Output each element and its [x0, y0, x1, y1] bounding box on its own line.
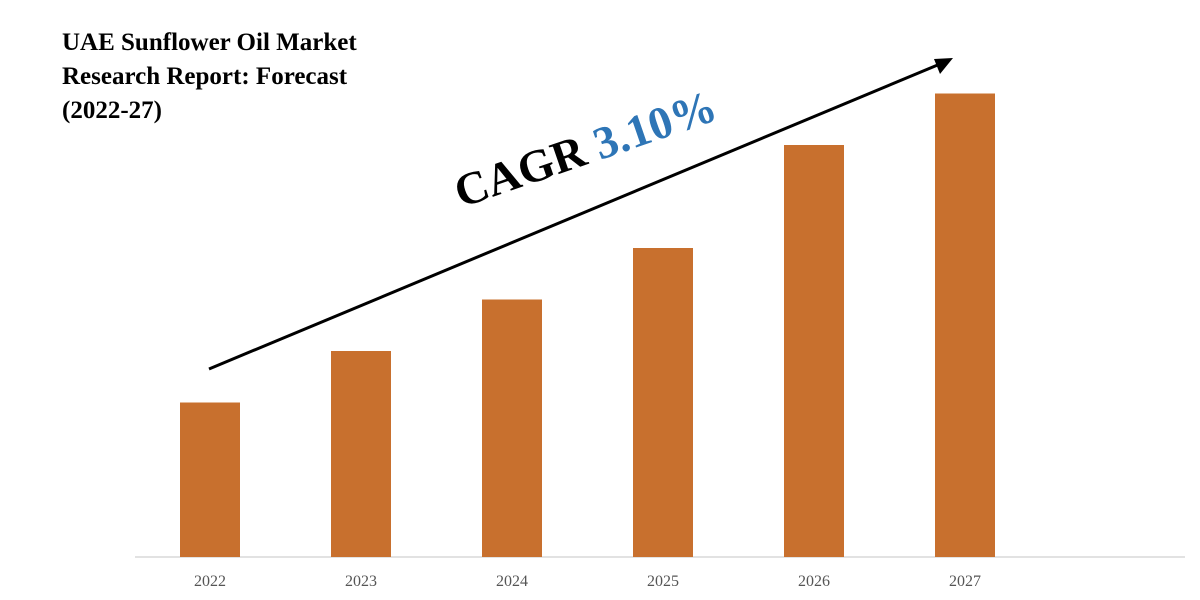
title-line-1: UAE Sunflower Oil Market [62, 29, 357, 56]
x-tick-label-2027: 2027 [949, 573, 981, 590]
x-tick-label-2023: 2023 [345, 573, 377, 590]
title-line-3: (2022-27) [62, 97, 162, 124]
x-tick-label-2026: 2026 [798, 573, 830, 590]
chart-title: UAE Sunflower Oil Market Research Report… [62, 26, 422, 128]
x-tick-label-2022: 2022 [194, 573, 226, 590]
bar-2027 [935, 93, 995, 557]
x-tick-labels: 2022 2023 2024 2025 2026 2027 [194, 573, 981, 590]
bar-group [180, 93, 995, 557]
bar-2022 [180, 402, 240, 557]
trend-arrow [208, 58, 953, 371]
title-line-2: Research Report: Forecast [62, 63, 348, 90]
bar-2024 [482, 299, 542, 557]
trend-arrow-line [208, 62, 941, 371]
trend-arrow-head [934, 58, 953, 74]
bar-2026 [784, 145, 844, 557]
bar-2025 [633, 248, 693, 557]
x-tick-label-2025: 2025 [647, 573, 679, 590]
x-tick-label-2024: 2024 [496, 573, 528, 590]
bar-2023 [331, 351, 391, 557]
